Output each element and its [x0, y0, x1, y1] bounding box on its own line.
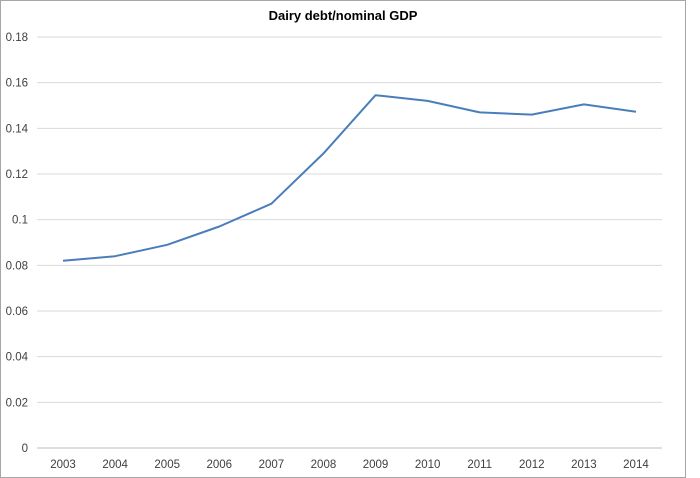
x-tick-label: 2014 — [623, 459, 649, 471]
y-tick-label: 0.04 — [6, 352, 29, 364]
y-tick-label: 0.14 — [6, 123, 29, 135]
x-tick-label: 2008 — [311, 459, 337, 471]
y-tick-label: 0.16 — [6, 78, 28, 90]
x-tick-label: 2005 — [154, 459, 180, 471]
y-tick-label: 0.08 — [6, 260, 28, 272]
y-tick-label: 0 — [22, 443, 28, 455]
y-tick-label: 0.1 — [12, 215, 28, 227]
x-tick-label: 2003 — [50, 459, 76, 471]
x-tick-label: 2011 — [467, 459, 492, 471]
series-line — [62, 94, 637, 262]
x-tick-label: 2013 — [571, 459, 597, 471]
y-tick-label: 0.02 — [6, 397, 28, 409]
x-tick-label: 2006 — [206, 459, 232, 471]
x-tick-label: 2012 — [519, 459, 545, 471]
chart-title: Dairy debt/nominal GDP — [268, 8, 418, 23]
x-tick-label: 2010 — [415, 459, 441, 471]
x-tick-label: 2007 — [259, 459, 285, 471]
x-tick-label: 2004 — [102, 459, 128, 471]
y-tick-label: 0.18 — [6, 32, 28, 44]
x-tick-label: 2009 — [363, 459, 389, 471]
y-tick-label: 0.06 — [6, 306, 28, 318]
y-tick-label: 0.12 — [6, 169, 28, 181]
